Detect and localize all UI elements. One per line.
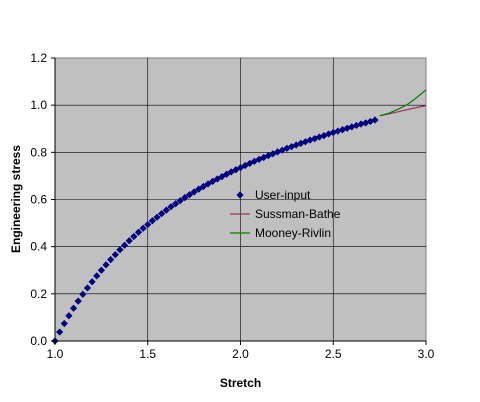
y-axis-title: Engineering stress [9, 145, 23, 253]
legend-label-user-input: User-input [255, 188, 311, 202]
data-point [195, 185, 203, 193]
data-point [69, 304, 78, 312]
data-point [130, 232, 138, 241]
y-tick-label: 0.6 [30, 193, 47, 207]
data-point [362, 119, 370, 127]
data-point [343, 124, 351, 132]
data-point [111, 251, 119, 259]
y-tick-label: 0.8 [30, 145, 47, 159]
user-input-markers [51, 116, 379, 345]
data-point [269, 150, 277, 158]
y-tick-label: 1.0 [30, 98, 47, 112]
data-point [116, 246, 124, 254]
data-point [255, 155, 263, 164]
data-point [167, 203, 175, 211]
data-point [153, 213, 161, 221]
x-tick-label: 1.0 [47, 347, 64, 361]
data-point [315, 133, 323, 141]
legend-label-sussman-bathe: Sussman-Bathe [255, 207, 341, 221]
data-point [148, 217, 156, 225]
data-point [278, 146, 286, 154]
y-axis-ticks: 0.0 0.2 0.4 0.6 0.8 1.0 1.2 [30, 51, 56, 348]
data-point [348, 123, 356, 131]
data-point [83, 284, 92, 292]
data-point [338, 126, 347, 134]
y-tick-label: 0.4 [30, 240, 47, 254]
data-point [250, 157, 259, 165]
data-point [297, 139, 305, 147]
x-tick-label: 2.0 [232, 347, 249, 361]
data-point [60, 319, 68, 328]
x-tick-label: 2.5 [325, 347, 342, 361]
y-tick-label: 1.2 [30, 51, 47, 65]
data-point [185, 191, 194, 199]
x-axis-ticks: 1.0 1.5 2.0 2.5 3.0 [47, 340, 435, 361]
data-point [190, 188, 198, 196]
data-point [93, 272, 101, 280]
x-tick-label: 1.5 [139, 347, 156, 361]
data-point [88, 278, 96, 286]
data-point [162, 206, 170, 214]
data-point [125, 237, 133, 245]
data-point [79, 290, 87, 298]
data-point [366, 117, 374, 126]
gridlines [55, 58, 426, 341]
data-point [171, 200, 180, 208]
legend-marker-user-input [236, 191, 244, 199]
data-point [181, 194, 189, 202]
data-point [97, 266, 105, 274]
y-tick-label: 0.2 [30, 287, 47, 301]
data-point [139, 224, 147, 232]
y-tick-label: 0.0 [30, 334, 47, 348]
legend-label-mooney-rivlin: Mooney-Rivlin [255, 226, 331, 240]
legend: User-input Sussman-Bathe Mooney-Rivlin [230, 188, 341, 240]
data-point [158, 210, 166, 218]
data-point [301, 138, 310, 146]
data-point [107, 256, 115, 264]
data-point [120, 241, 129, 249]
series-line-mooney-rivlin [379, 89, 427, 117]
data-point [325, 130, 333, 138]
data-point [144, 220, 152, 229]
data-point [274, 148, 282, 156]
x-axis-title: Stretch [220, 376, 261, 390]
x-tick-label: 3.0 [418, 347, 435, 361]
data-point [134, 228, 143, 236]
data-point [65, 312, 73, 320]
data-point [176, 197, 184, 205]
curve-lines [379, 89, 427, 117]
data-point [56, 328, 64, 336]
data-point [74, 297, 82, 305]
data-point [292, 141, 300, 149]
data-point [199, 182, 207, 191]
data-point [320, 131, 328, 140]
data-point [102, 261, 110, 269]
data-point [371, 116, 379, 124]
data-point [204, 180, 212, 188]
